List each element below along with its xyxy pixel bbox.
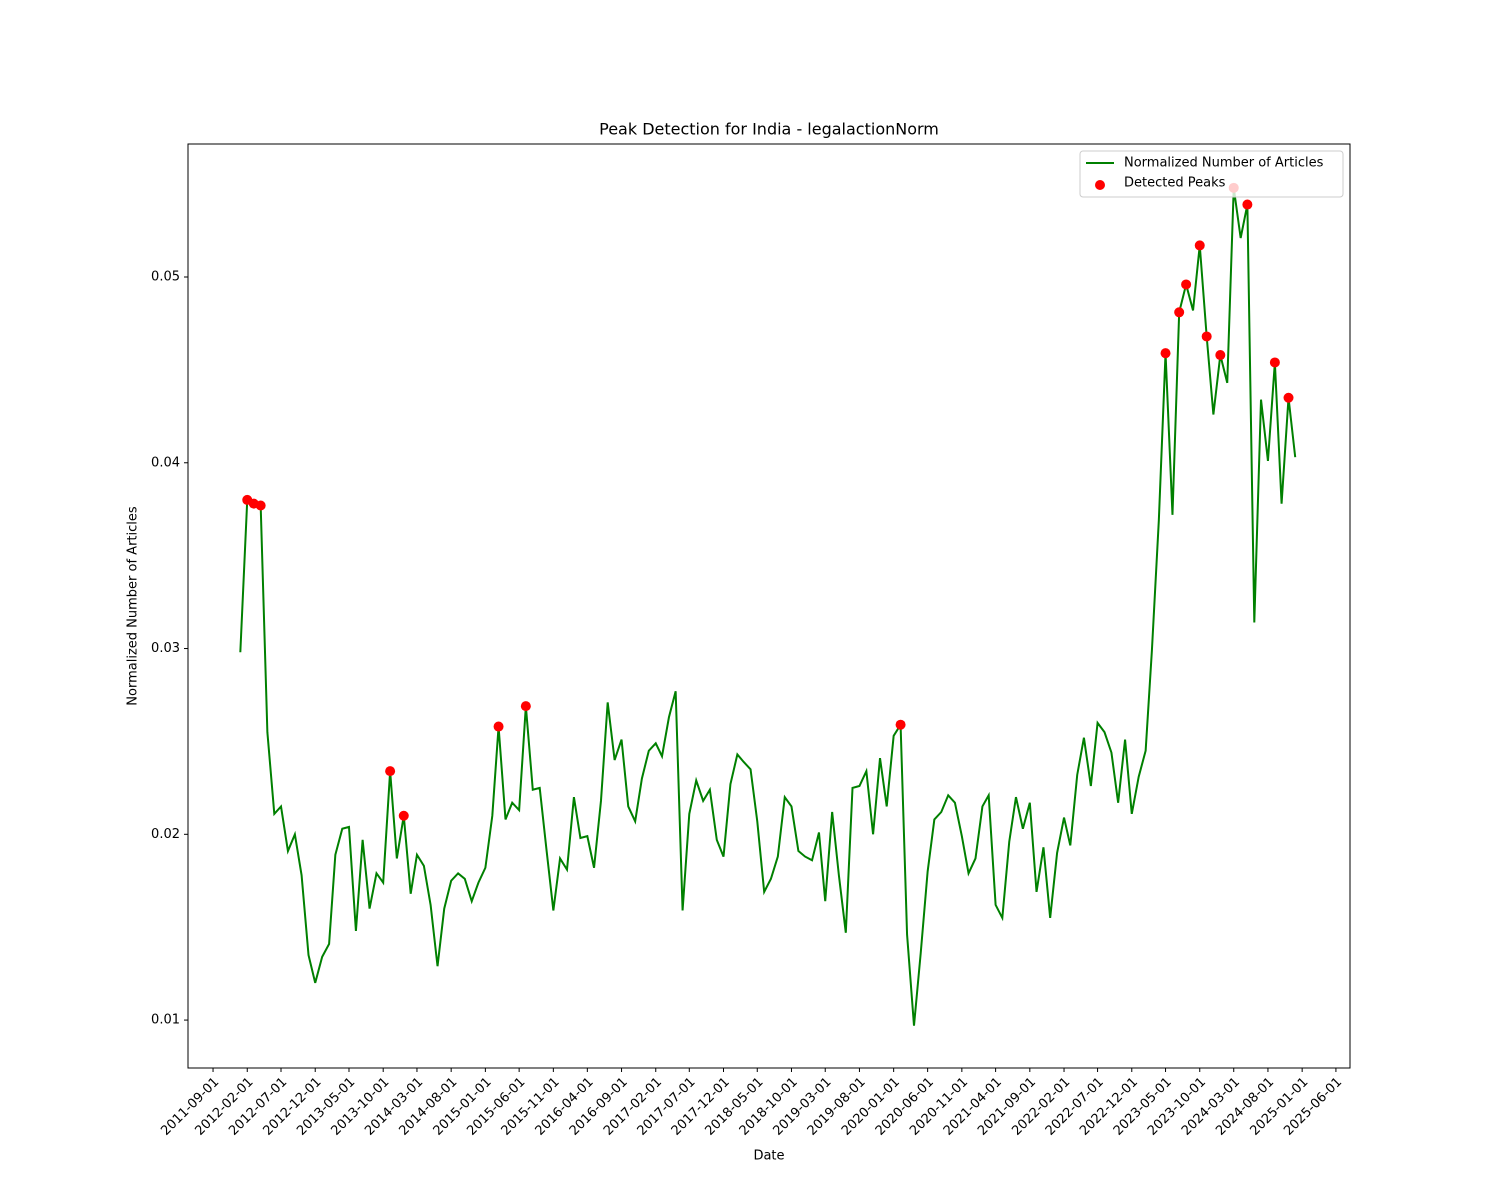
peak-marker xyxy=(255,500,266,511)
legend-label: Normalized Number of Articles xyxy=(1124,156,1324,171)
chart-title: Peak Detection for India - legalactionNo… xyxy=(599,120,939,139)
peak-marker xyxy=(1269,357,1280,368)
peak-marker xyxy=(1194,240,1205,251)
y-tick-label: 0.04 xyxy=(151,455,180,470)
y-tick-label: 0.02 xyxy=(151,827,180,842)
peak-marker xyxy=(895,719,906,730)
legend-box xyxy=(1079,150,1344,198)
peak-marker xyxy=(1283,392,1294,403)
peak-marker xyxy=(1242,199,1253,210)
y-tick-label: 0.05 xyxy=(151,270,180,285)
peak-marker xyxy=(1160,348,1171,359)
plot-area xyxy=(187,143,1351,1069)
peak-marker xyxy=(520,701,531,712)
legend-label: Detected Peaks xyxy=(1124,176,1226,191)
peak-marker xyxy=(493,721,504,732)
peak-marker xyxy=(385,766,396,777)
y-tick-label: 0.01 xyxy=(151,1013,180,1028)
x-axis-label: Date xyxy=(753,1149,784,1164)
legend-marker xyxy=(1095,180,1105,190)
peak-marker xyxy=(1201,331,1212,342)
peak-marker xyxy=(1215,350,1226,361)
peak-marker xyxy=(398,810,409,821)
peak-marker xyxy=(1174,307,1185,318)
y-axis-label: Normalized Number of Articles xyxy=(126,506,141,706)
y-tick-label: 0.03 xyxy=(151,641,180,656)
data-line xyxy=(239,187,1297,1026)
peak-marker xyxy=(1181,279,1192,290)
